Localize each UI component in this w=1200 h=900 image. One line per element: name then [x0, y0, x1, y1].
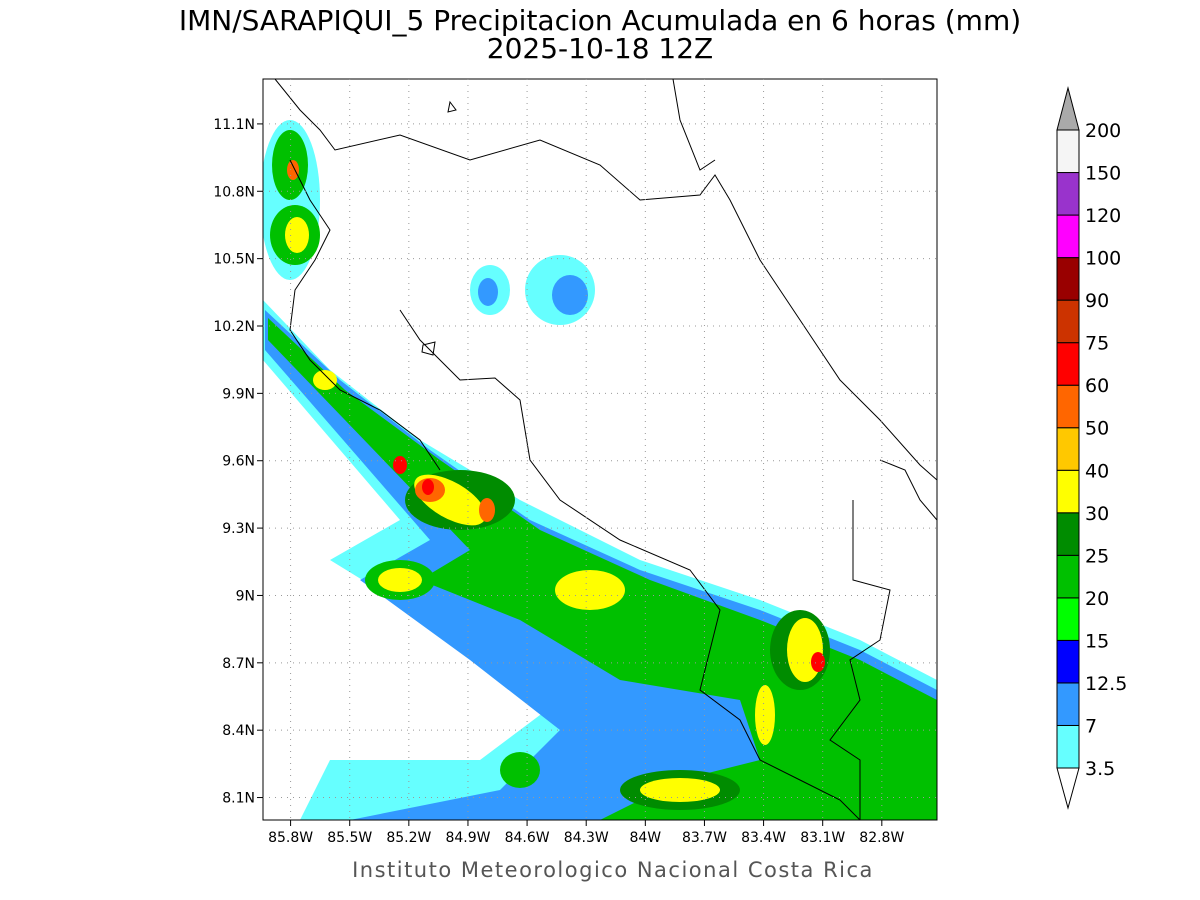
- colorbar-label: 50: [1085, 418, 1109, 440]
- precip-field: [263, 120, 937, 820]
- y-tick-label: 8.1N: [222, 791, 255, 807]
- colorbar-box: [1056, 342, 1080, 386]
- y-tick-label: 8.7N: [222, 656, 255, 672]
- colorbar-label: 75: [1085, 333, 1109, 355]
- x-tick-label: 83.7W: [682, 830, 727, 846]
- colorbar-label: 200: [1085, 120, 1121, 142]
- y-tick-label: 10.5N: [213, 252, 255, 268]
- colorbar-label: 30: [1085, 503, 1109, 525]
- colorbar-box: [1056, 172, 1080, 216]
- footer: Instituto Meteorologico Nacional Costa R…: [352, 858, 874, 882]
- colorbar-label: 20: [1085, 588, 1109, 610]
- colorbar-box: [1056, 129, 1080, 174]
- x-tick-label: 84.9W: [445, 830, 490, 846]
- y-tick-label: 8.4N: [222, 723, 255, 739]
- colorbar-box: [1056, 724, 1080, 769]
- x-tick-label: 85.5W: [327, 830, 372, 846]
- x-tick-label: 84.6W: [505, 830, 550, 846]
- x-tick-label: 84.3W: [564, 830, 609, 846]
- map-frame: [262, 78, 938, 821]
- x-tick-label: 83.4W: [741, 830, 786, 846]
- y-tick-label: 9.6N: [222, 454, 255, 470]
- colorbar-box: [1056, 427, 1080, 471]
- colorbar-label: 120: [1085, 205, 1121, 227]
- y-tick-label: 9N: [236, 588, 255, 604]
- colorbar-box: [1056, 384, 1080, 429]
- y-tick-label: 11.1N: [213, 117, 255, 133]
- coastline: [274, 79, 937, 820]
- x-tick-label: 82.8W: [859, 830, 904, 846]
- colorbar-label: 100: [1085, 248, 1121, 270]
- y-tick-label: 9.3N: [222, 521, 255, 537]
- colorbar-label: 40: [1085, 460, 1109, 482]
- colorbar-over: [1056, 86, 1080, 131]
- colorbar-box: [1056, 554, 1080, 599]
- y-tick-label: 9.9N: [222, 386, 255, 402]
- colorbar-label: 15: [1085, 630, 1109, 652]
- colorbar-box: [1056, 682, 1080, 726]
- y-tick-label: 10.2N: [213, 319, 255, 335]
- colorbar-label: 150: [1085, 163, 1121, 185]
- colorbar-label: 60: [1085, 375, 1109, 397]
- colorbar-label: 12.5: [1085, 673, 1127, 695]
- colorbar-under: [1056, 767, 1080, 810]
- colorbar-label: 25: [1085, 545, 1109, 567]
- colorbar-box: [1056, 257, 1080, 301]
- subtitle: 2025-10-18 12Z: [487, 32, 713, 65]
- colorbar-box: [1056, 214, 1080, 259]
- y-tick-label: 10.8N: [213, 184, 255, 200]
- x-tick-label: 84W: [629, 830, 661, 846]
- colorbar-label: 7: [1085, 715, 1097, 737]
- x-tick-label: 83.1W: [800, 830, 845, 846]
- x-tick-label: 85.8W: [268, 830, 313, 846]
- colorbar-box: [1056, 469, 1080, 514]
- colorbar-label: 90: [1085, 290, 1109, 312]
- colorbar-box: [1056, 597, 1080, 641]
- colorbar-box: [1056, 512, 1080, 556]
- colorbar-label: 3.5: [1085, 758, 1115, 780]
- colorbar-box: [1056, 639, 1080, 684]
- x-tick-label: 85.2W: [386, 830, 431, 846]
- colorbar-box: [1056, 299, 1080, 344]
- title: IMN/SARAPIQUI_5 Precipitacion Acumulada …: [179, 4, 1021, 37]
